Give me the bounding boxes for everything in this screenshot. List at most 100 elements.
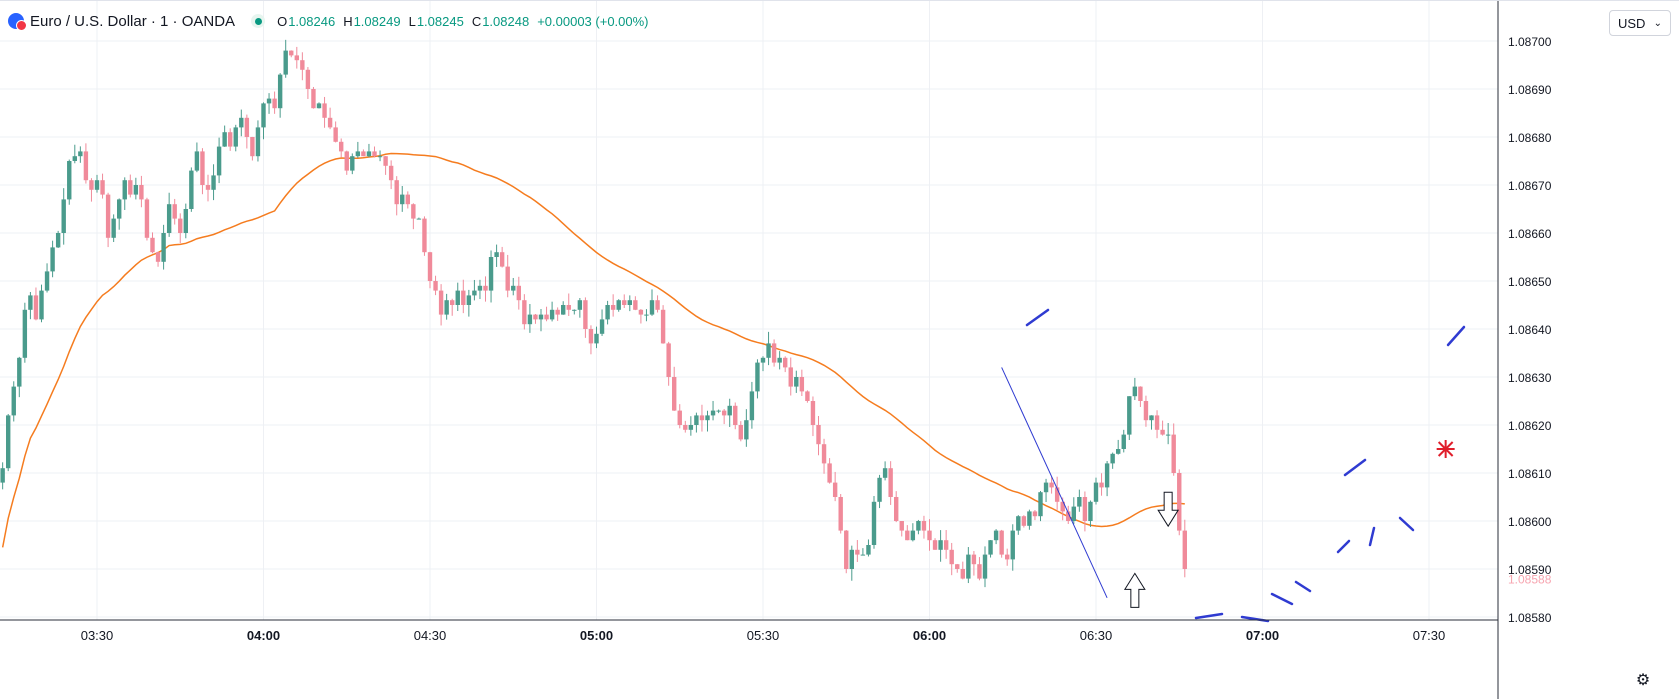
candle-body — [166, 204, 172, 233]
price-tick-label: 1.08600 — [1508, 515, 1552, 529]
candle-body — [1038, 492, 1043, 517]
candle — [477, 279, 483, 300]
candle-body — [738, 425, 743, 440]
candle-body — [672, 377, 677, 411]
symbol-title[interactable]: Euro / U.S. Dollar · 1 · OANDA — [30, 12, 236, 30]
trend-line — [1001, 367, 1108, 599]
chart-grid — [0, 0, 1498, 620]
candle-body — [771, 343, 777, 363]
candle-body — [155, 252, 161, 262]
candle — [422, 216, 427, 256]
candle — [1071, 497, 1076, 525]
candle — [744, 409, 749, 447]
candle — [200, 148, 205, 195]
candle — [494, 244, 499, 267]
candle — [388, 160, 394, 190]
drawn-dash — [1336, 539, 1351, 554]
candle-body — [55, 233, 61, 248]
price-tick-label: 1.08640 — [1508, 323, 1552, 337]
candle-body — [250, 137, 255, 157]
candle-body — [261, 103, 266, 128]
candle — [366, 143, 372, 158]
candle — [733, 402, 738, 430]
candle-body — [583, 300, 588, 329]
candle-body — [1171, 434, 1176, 473]
candle-body — [694, 415, 699, 425]
candle-body — [78, 151, 83, 157]
candle-body — [1027, 511, 1032, 526]
candle — [572, 309, 577, 315]
candle — [599, 309, 605, 336]
candle — [882, 461, 888, 481]
candle-body — [327, 117, 333, 128]
candle-body — [988, 540, 993, 555]
candle-body — [394, 180, 399, 205]
candle — [72, 144, 77, 164]
drawn-dash — [1368, 526, 1376, 547]
candle-body — [178, 218, 183, 233]
candle — [283, 39, 288, 78]
candle-body — [272, 98, 277, 109]
drawn-dash — [1025, 308, 1050, 327]
candle — [1171, 423, 1176, 476]
candle — [1177, 469, 1182, 536]
candle-body — [549, 309, 555, 320]
candle-body — [977, 564, 982, 579]
candle-body — [999, 530, 1004, 555]
candle — [938, 530, 943, 562]
candle-body — [0, 468, 5, 483]
candle-body — [844, 530, 849, 569]
candle — [155, 251, 161, 267]
gear-icon[interactable]: ⚙ — [1635, 672, 1651, 689]
candle-body — [511, 285, 516, 291]
candle — [705, 410, 710, 432]
candle-body — [94, 180, 100, 190]
candle — [555, 307, 560, 321]
candle-body — [710, 410, 716, 416]
candle-body — [411, 204, 416, 219]
candle-body — [705, 415, 710, 421]
candle — [755, 359, 760, 399]
candle-body — [100, 180, 105, 195]
candle — [89, 178, 94, 202]
candle-body — [788, 367, 793, 387]
time-tick-label: 06:30 — [1080, 628, 1113, 643]
time-tick-label: 06:00 — [913, 628, 946, 643]
candle-body — [1049, 482, 1054, 488]
candle — [78, 146, 83, 163]
price-tick-label: 1.08630 — [1508, 371, 1552, 385]
candle-body — [1032, 511, 1038, 517]
candle-body — [122, 180, 127, 200]
candle-body — [971, 554, 977, 565]
candle — [316, 102, 322, 109]
candle-body — [233, 127, 238, 147]
candle-body — [427, 252, 433, 281]
candle-body — [1088, 501, 1093, 521]
candle — [122, 177, 127, 211]
price-change: +0.00003 (+0.00%) — [537, 13, 649, 29]
currency-select[interactable]: USD ⌄ — [1609, 10, 1671, 36]
candle — [472, 279, 477, 301]
candle — [738, 421, 743, 442]
candle — [960, 561, 965, 580]
candle — [1149, 415, 1154, 430]
candle — [44, 263, 50, 293]
candle — [966, 547, 971, 584]
candle-body — [605, 305, 610, 320]
candle — [1116, 439, 1121, 455]
drawn-dash — [1294, 580, 1312, 593]
candle-body — [1160, 429, 1165, 435]
candle-body — [1143, 401, 1149, 421]
candle — [688, 416, 694, 436]
candle — [1077, 489, 1082, 512]
candle-body — [516, 285, 521, 301]
candle-body — [161, 233, 166, 262]
candle — [943, 530, 949, 559]
candle-body — [949, 549, 954, 565]
candle — [350, 153, 355, 175]
candle — [921, 515, 927, 539]
candle-body — [1082, 497, 1088, 521]
candle-body — [266, 98, 272, 104]
price-tick-label: 1.08610 — [1508, 467, 1552, 481]
